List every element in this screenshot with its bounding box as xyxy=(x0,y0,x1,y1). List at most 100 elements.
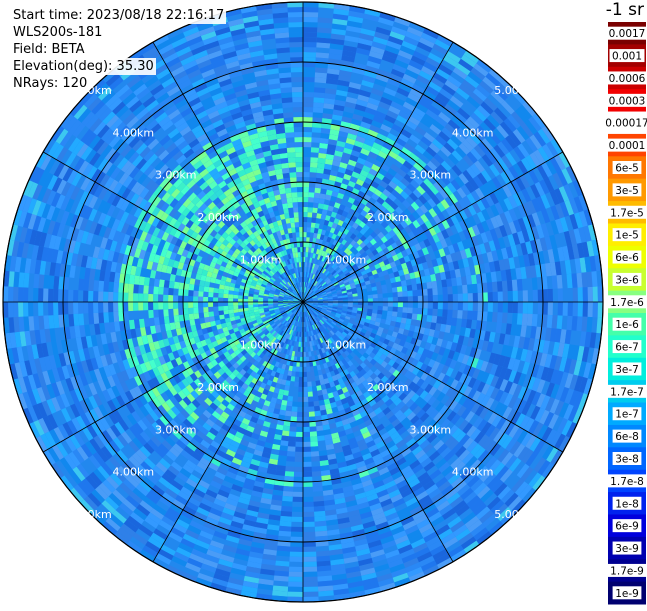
ppi-gate xyxy=(93,291,98,302)
ppi-gate xyxy=(308,401,314,406)
ppi-gate xyxy=(168,295,173,302)
ppi-gate xyxy=(492,312,498,322)
ppi-gate xyxy=(277,546,290,552)
ppi-gate xyxy=(306,357,309,362)
ppi-gate xyxy=(218,293,223,298)
ppi-gate xyxy=(292,507,303,512)
ppi-gate xyxy=(73,314,79,326)
ppi-gate xyxy=(300,357,303,362)
ppi-gate xyxy=(308,406,314,411)
ppi-gate xyxy=(312,386,317,392)
ppi-gate xyxy=(303,557,317,562)
ppi-gate xyxy=(442,287,448,295)
ppi-gate xyxy=(291,532,303,537)
ppi-gate xyxy=(427,288,433,295)
ppi-gate xyxy=(194,285,200,291)
ppi-gate xyxy=(108,302,113,312)
ppi-gate xyxy=(392,287,398,292)
ppi-gate xyxy=(493,292,498,302)
ppi-gate xyxy=(303,537,316,542)
ppi-gate xyxy=(307,372,311,377)
ppi-gate xyxy=(373,294,378,298)
ppi-gate xyxy=(103,281,109,292)
ppi-gate xyxy=(28,302,33,316)
ppi-gate xyxy=(317,168,325,174)
ppi-gate xyxy=(308,192,314,197)
ppi-gate xyxy=(311,147,319,153)
ppi-gate xyxy=(316,425,323,431)
ppi-gate xyxy=(248,302,253,305)
ppi-gate xyxy=(213,306,218,311)
ppi-gate xyxy=(309,411,315,416)
ppi-gate xyxy=(303,62,316,67)
ppi-gate xyxy=(303,452,311,457)
ppi-gate xyxy=(163,295,168,302)
ppi-gate xyxy=(558,302,563,316)
ppi-gate xyxy=(303,212,308,217)
ppi-gate xyxy=(303,17,318,22)
ppi-gate xyxy=(314,406,320,412)
ppi-gate xyxy=(310,157,318,163)
ppi-gate xyxy=(282,501,293,507)
ppi-gate xyxy=(228,306,233,310)
ppi-gate xyxy=(296,427,303,432)
ppi-gate xyxy=(188,290,193,296)
ppi-gate xyxy=(303,447,311,452)
ppi-gate xyxy=(443,302,448,310)
ppi-gate xyxy=(303,432,310,437)
ppi-gate xyxy=(363,305,368,309)
ppi-gate xyxy=(287,446,295,452)
ppi-gate xyxy=(312,466,321,472)
ppi-gate xyxy=(497,281,503,292)
ppi-gate xyxy=(291,527,303,532)
ppi-gate xyxy=(68,290,73,302)
ppi-gate xyxy=(303,457,311,462)
ppi-gate xyxy=(368,295,373,299)
ppi-gate xyxy=(173,295,178,302)
ppi-gate xyxy=(133,293,138,302)
ppi-gate xyxy=(448,294,453,302)
ppi-gate xyxy=(319,148,328,154)
ppi-gate xyxy=(248,305,253,308)
ppi-gate xyxy=(298,392,303,397)
ppi-gate xyxy=(188,308,193,314)
ppi-gate xyxy=(113,302,118,312)
ppi-gate xyxy=(383,293,388,298)
ppi-gate xyxy=(383,298,388,302)
ppi-gate xyxy=(281,400,287,406)
ppi-gate xyxy=(311,376,316,381)
ppi-gate xyxy=(279,526,291,532)
ppi-gate xyxy=(223,310,228,315)
ppi-gate xyxy=(318,395,324,401)
ppi-gate xyxy=(208,307,213,312)
ppi-gate xyxy=(303,522,315,527)
ppi-gate xyxy=(285,471,294,477)
ppi-gate xyxy=(303,592,318,597)
ppi-gate xyxy=(223,306,228,310)
ppi-gate xyxy=(310,426,317,432)
ppi-gate xyxy=(88,280,94,291)
ppi-gate xyxy=(319,450,328,456)
ppi-gate xyxy=(310,172,317,178)
ppi-gate xyxy=(53,302,58,315)
ppi-gate xyxy=(463,293,468,302)
ppi-gate xyxy=(363,295,368,299)
ppi-gate xyxy=(283,425,290,431)
ppi-gate xyxy=(303,22,318,27)
ppi-gate xyxy=(283,486,293,492)
ppi-gate xyxy=(313,486,323,492)
ppi-gate xyxy=(303,472,312,477)
ppi-gate xyxy=(402,312,408,318)
ppi-gate xyxy=(408,296,413,302)
ppi-gate xyxy=(583,302,588,317)
ppi-gate xyxy=(188,302,193,308)
ppi-gate xyxy=(194,313,200,319)
ppi-gate xyxy=(296,367,300,372)
ppi-gate xyxy=(303,87,314,92)
ppi-gate xyxy=(513,291,518,302)
ppi-gate xyxy=(307,222,311,227)
ppi-gate xyxy=(228,298,233,302)
ppi-gate xyxy=(358,305,363,308)
ppi-gate xyxy=(58,289,63,302)
ppi-gate xyxy=(303,172,310,177)
